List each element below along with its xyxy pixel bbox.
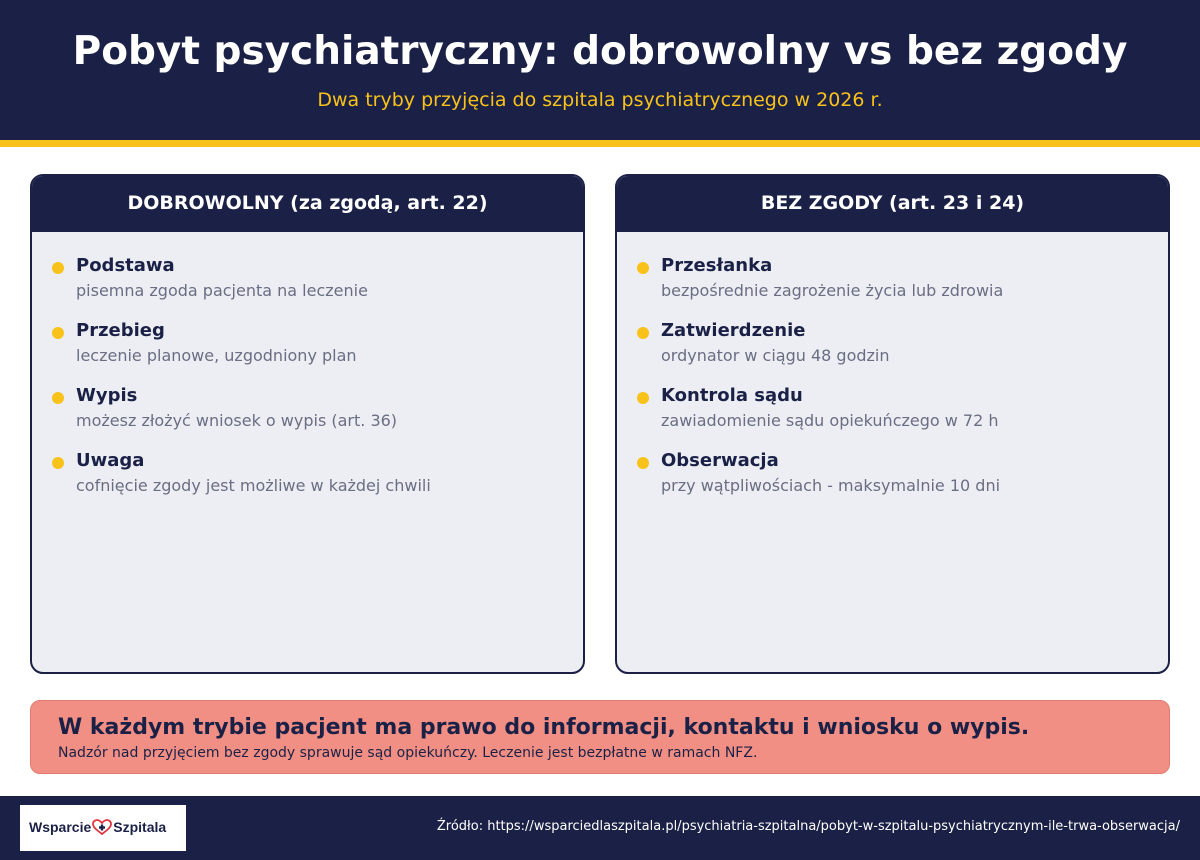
item-description: ordynator w ciągu 48 godzin [661, 346, 890, 365]
list-item: Podstawa pisemna zgoda pacjenta na lecze… [32, 254, 583, 319]
item-description: zawiadomienie sądu opiekuńczego w 72 h [661, 411, 999, 430]
item-list: Przesłanka bezpośrednie zagrożenie życia… [617, 232, 1168, 514]
item-list: Podstawa pisemna zgoda pacjenta na lecze… [32, 232, 583, 514]
item-title: Zatwierdzenie [661, 320, 806, 341]
list-item: Uwaga cofnięcie zgody jest możliwe w każ… [32, 449, 583, 514]
list-item: Wypis możesz złożyć wniosek o wypis (art… [32, 384, 583, 449]
list-item: Kontrola sądu zawiadomienie sądu opiekuń… [617, 384, 1168, 449]
heart-cross-icon [92, 819, 113, 835]
item-title: Podstawa [76, 255, 175, 276]
bullet-dot-icon [637, 262, 649, 274]
item-description: leczenie planowe, uzgodniony plan [76, 346, 357, 365]
logo-text-right: Szpitala [113, 819, 167, 835]
card-heading: BEZ ZGODY (art. 23 i 24) [617, 176, 1168, 232]
item-description: bezpośrednie zagrożenie życia lub zdrowi… [661, 281, 1004, 300]
item-title: Przesłanka [661, 255, 773, 276]
list-item: Przebieg leczenie planowe, uzgodniony pl… [32, 319, 583, 384]
page-subtitle: Dwa tryby przyjęcia do szpitala psychiat… [317, 89, 883, 111]
card-heading: DOBROWOLNY (za zgodą, art. 22) [32, 176, 583, 232]
bullet-dot-icon [637, 457, 649, 469]
item-description: pisemna zgoda pacjenta na leczenie [76, 281, 368, 300]
page-title: Pobyt psychiatryczny: dobrowolny vs bez … [72, 29, 1128, 74]
item-description: przy wątpliwościach - maksymalnie 10 dni [661, 476, 1001, 495]
item-title: Przebieg [76, 320, 165, 341]
item-title: Kontrola sądu [661, 385, 803, 406]
logo-text-left: Wsparcie [29, 819, 92, 835]
card-involuntary: BEZ ZGODY (art. 23 i 24) Przesłanka bezp… [615, 174, 1170, 674]
item-description: cofnięcie zgody jest możliwe w każdej ch… [76, 476, 431, 495]
note-text: Nadzór nad przyjęciem bez zgody sprawuje… [58, 745, 758, 761]
item-title: Wypis [76, 385, 138, 406]
source-link[interactable]: https://wsparciedlaszpitala.pl/psychiatr… [487, 819, 1180, 834]
header-accent-bar [0, 140, 1200, 147]
item-title: Obserwacja [661, 450, 779, 471]
bullet-dot-icon [637, 327, 649, 339]
bullet-dot-icon [52, 392, 64, 404]
bullet-dot-icon [52, 327, 64, 339]
source-label: Źródło: [436, 819, 484, 834]
bullet-dot-icon [52, 262, 64, 274]
list-item: Obserwacja przy wątpliwościach - maksyma… [617, 449, 1168, 514]
item-description: możesz złożyć wniosek o wypis (art. 36) [76, 411, 398, 430]
card-voluntary: DOBROWOLNY (za zgodą, art. 22) Podstawa … [30, 174, 585, 674]
header: Pobyt psychiatryczny: dobrowolny vs bez … [0, 0, 1200, 140]
list-item: Przesłanka bezpośrednie zagrożenie życia… [617, 254, 1168, 319]
source-line: Źródło: https://wsparciedlaszpitala.pl/p… [437, 818, 1180, 836]
footer: Wsparcie Szpitala Źródło: https://wsparc… [0, 796, 1200, 860]
logo[interactable]: Wsparcie Szpitala [20, 805, 186, 851]
item-title: Uwaga [76, 450, 145, 471]
list-item: Zatwierdzenie ordynator w ciągu 48 godzi… [617, 319, 1168, 384]
rights-note: W każdym trybie pacjent ma prawo do info… [30, 700, 1170, 774]
bullet-dot-icon [52, 457, 64, 469]
note-title: W każdym trybie pacjent ma prawo do info… [58, 715, 1030, 740]
bullet-dot-icon [637, 392, 649, 404]
